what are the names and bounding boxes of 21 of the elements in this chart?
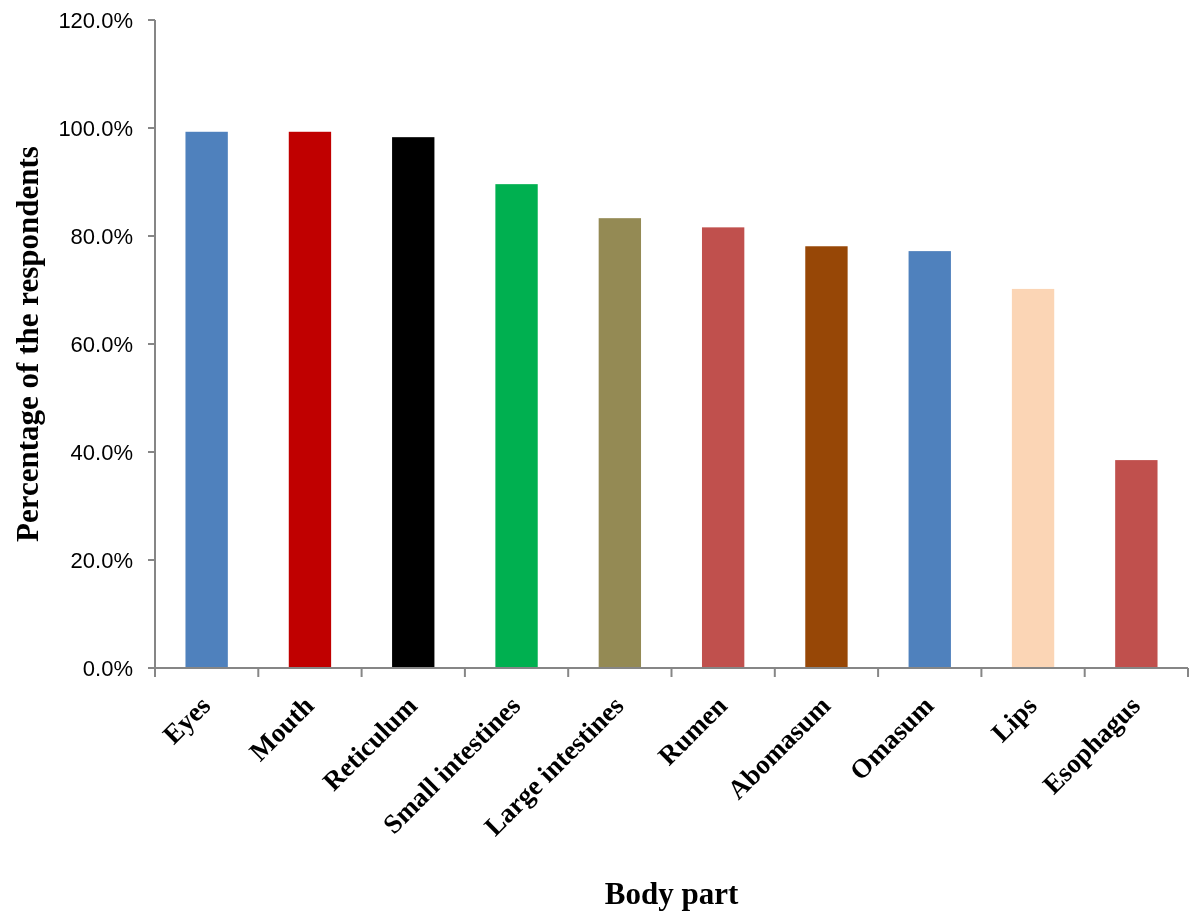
bar (701, 227, 745, 668)
x-axis-title: Body part (604, 876, 739, 911)
y-tick-label: 100.0% (58, 115, 133, 141)
bar (288, 131, 332, 668)
y-tick-label: 0.0% (82, 655, 133, 681)
bar (908, 251, 951, 668)
y-tick-label: 60.0% (70, 331, 133, 357)
x-tick-label: Eyes (156, 690, 217, 750)
bar (805, 246, 848, 668)
bar (1115, 460, 1158, 668)
y-tick-label: 40.0% (70, 439, 133, 465)
y-tick-label: 120.0% (58, 7, 133, 33)
bar (185, 131, 228, 668)
bar (392, 137, 435, 668)
x-tick-label: Lips (985, 690, 1043, 748)
y-tick-label: 20.0% (70, 547, 133, 573)
bar (1011, 288, 1055, 668)
bar (495, 184, 538, 668)
y-tick-label: 80.0% (70, 223, 133, 249)
bar (598, 218, 642, 668)
y-axis-title: Percentage of the respondents (10, 146, 45, 542)
